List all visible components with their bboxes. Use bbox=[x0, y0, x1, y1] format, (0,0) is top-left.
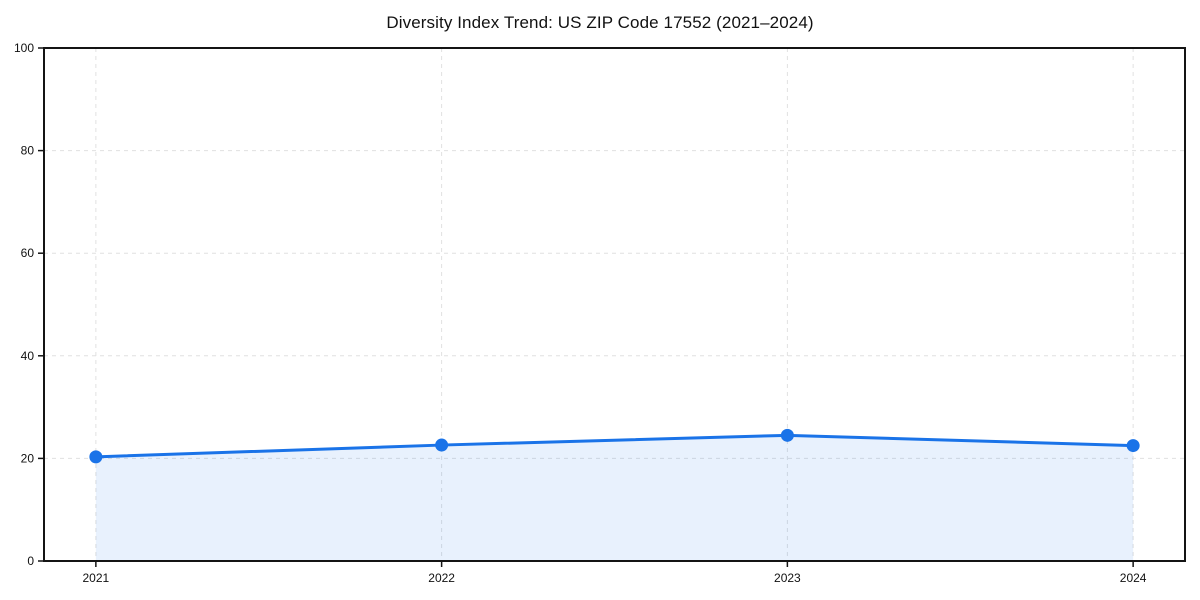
data-point-2021 bbox=[89, 450, 103, 464]
y-tick-label: 40 bbox=[21, 349, 35, 363]
y-tick-label: 60 bbox=[21, 246, 35, 260]
area-fill bbox=[95, 435, 1134, 561]
chart-title: Diversity Index Trend: US ZIP Code 17552… bbox=[386, 13, 814, 32]
data-point-2024 bbox=[1126, 439, 1140, 453]
y-tick-label: 20 bbox=[21, 451, 35, 465]
y-tick-label: 100 bbox=[14, 41, 34, 55]
trend-line bbox=[94, 433, 1135, 459]
y-tick-label: 80 bbox=[21, 144, 35, 158]
data-point-2023 bbox=[780, 428, 794, 442]
x-tick-label: 2021 bbox=[83, 571, 110, 585]
y-tick-label: 0 bbox=[27, 554, 34, 568]
x-tick-label: 2023 bbox=[774, 571, 801, 585]
plot-border bbox=[43, 47, 1186, 562]
data-point-2022 bbox=[435, 438, 449, 452]
x-tick-label: 2024 bbox=[1120, 571, 1147, 585]
x-tick-label: 2022 bbox=[428, 571, 455, 585]
